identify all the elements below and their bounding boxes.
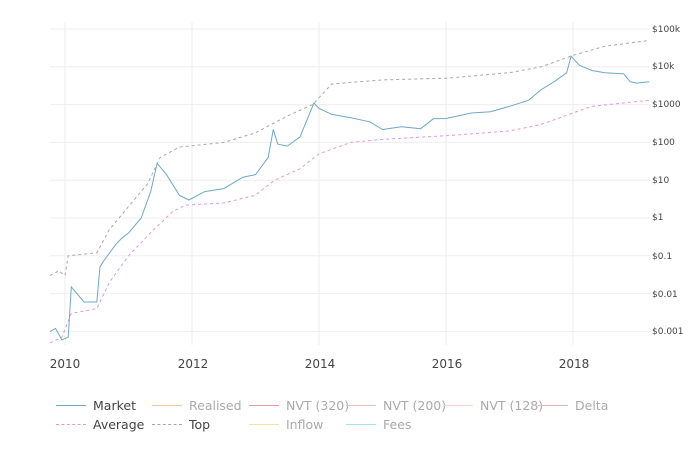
dashed-line-swatch-icon: [56, 423, 86, 425]
legend-item-average[interactable]: Average: [56, 415, 144, 433]
x-tick-label: 2010: [49, 357, 81, 371]
y-tick-label: $1000: [652, 100, 681, 110]
y-tick-label: $0.01: [652, 290, 678, 300]
series-lines: [49, 39, 650, 344]
y-tick-label: $100k: [652, 25, 681, 35]
legend-item-nvt-128[interactable]: NVT (128): [443, 396, 543, 414]
y-tick-label: $1: [652, 213, 664, 223]
line-swatch-icon: [443, 404, 473, 406]
y-tick-label: $0.001: [652, 327, 684, 337]
series-line-average: [49, 99, 650, 344]
legend-item-delta[interactable]: Delta: [538, 396, 608, 414]
legend-item-realised[interactable]: Realised: [152, 396, 242, 414]
line-swatch-icon: [346, 404, 376, 406]
line-swatch-icon: [152, 404, 182, 406]
gridlines: [50, 22, 650, 345]
x-tick-label: 2012: [177, 357, 209, 371]
series-line-top: [49, 39, 650, 277]
price-chart[interactable]: [0, 0, 700, 390]
y-tick-label: $100: [652, 138, 675, 148]
x-tick-label: 2018: [558, 357, 590, 371]
legend-item-market[interactable]: Market: [56, 396, 136, 414]
series-line-market: [49, 55, 650, 341]
y-tick-label: $10k: [652, 62, 675, 72]
line-swatch-icon: [346, 423, 376, 425]
legend-item-nvt-320[interactable]: NVT (320): [249, 396, 349, 414]
line-swatch-icon: [56, 404, 86, 406]
y-tick-label: $0.1: [652, 252, 673, 262]
y-tick-label: $10: [652, 176, 670, 186]
dashed-line-swatch-icon: [152, 423, 182, 425]
x-tick-label: 2016: [431, 357, 463, 371]
legend-item-inflow[interactable]: Inflow: [249, 415, 323, 433]
legend-item-fees[interactable]: Fees: [346, 415, 411, 433]
x-tick-label: 2014: [304, 357, 336, 371]
line-swatch-icon: [249, 404, 279, 406]
legend-item-nvt-200[interactable]: NVT (200): [346, 396, 446, 414]
legend-item-top[interactable]: Top: [152, 415, 210, 433]
line-swatch-icon: [249, 423, 279, 425]
line-swatch-icon: [538, 404, 568, 406]
